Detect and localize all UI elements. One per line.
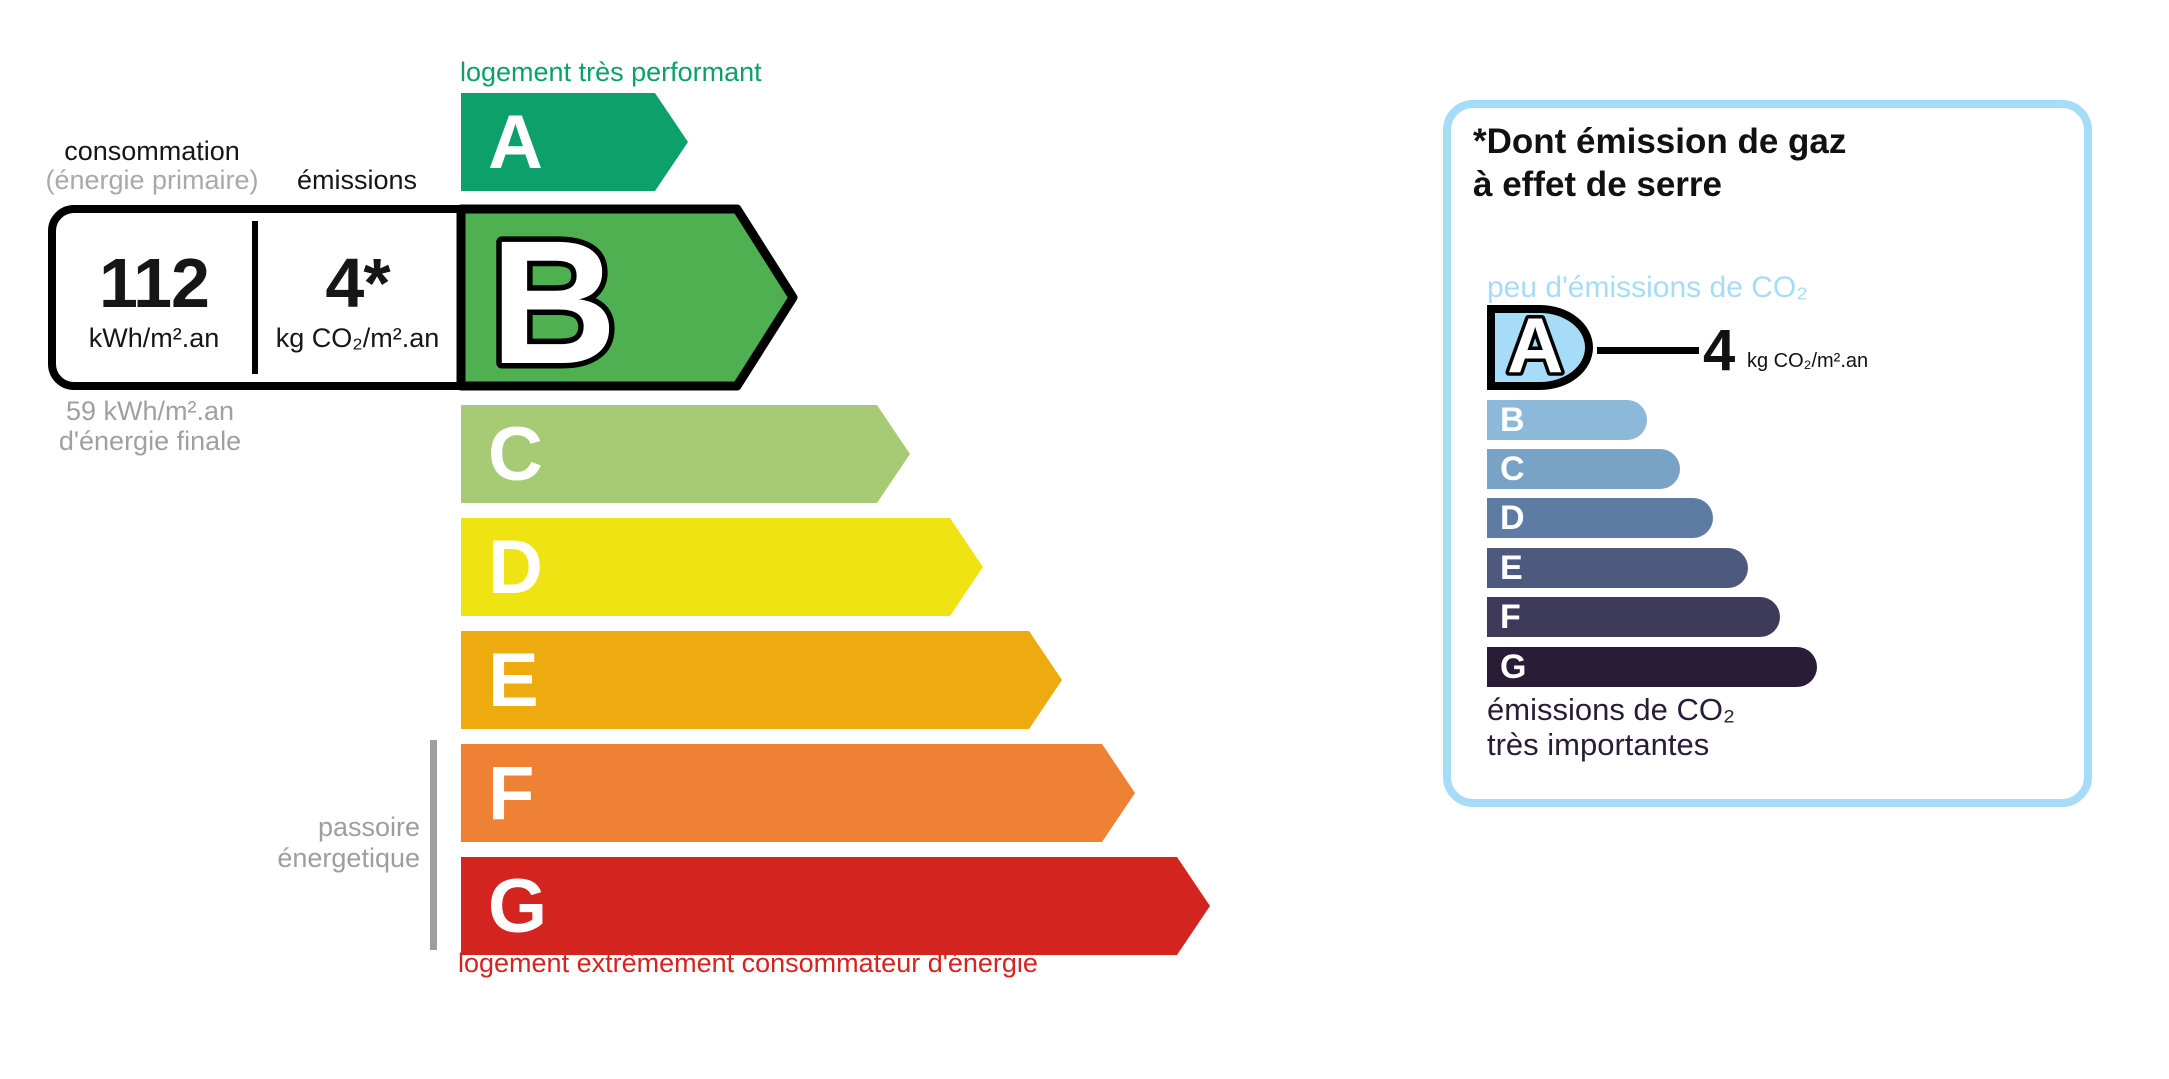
final-energy-note: 59 kWh/m².an d'énergie finale [44,396,256,456]
ges-value: 4 [1703,318,1736,383]
energy-class-letter-d: D [488,524,543,610]
ges-value-unit: kg CO₂/m².an [1747,350,1869,372]
energy-arrow-d: D [461,518,983,616]
energy-arrow-b-current: B [456,200,798,395]
energy-class-letter-e: E [488,637,539,723]
energy-class-letter-c: C [488,411,543,497]
score-box: 112 kWh/m².an 4* kg CO₂/m².an [48,205,465,390]
energy-arrow-f: F [461,744,1135,842]
consumption-column: 112 kWh/m².an [56,213,252,382]
energy-class-letter-g: G [488,863,548,949]
ges-high-emissions-label: émissions de CO₂ très importantes [1487,692,1735,762]
passoire-label-line1: passoire [317,812,420,842]
ges-panel-title: *Dont émission de gaz à effet de serre [1473,120,1846,206]
energy-arrow-a: A [461,93,688,191]
ges-current-class-badge: A [1487,305,1593,390]
energy-arrow-c: C [461,405,910,503]
emissions-unit: kg CO₂/m².an [275,322,440,353]
ges-bar-b: B [1487,400,1647,440]
consumption-unit: kWh/m².an [88,322,220,353]
final-energy-line1: 59 kWh/m².an [65,396,235,426]
ges-class-letter-c: C [1500,449,1525,488]
energy-class-letter-a: A [488,99,543,185]
ges-class-letter-d: D [1500,498,1525,537]
ges-bar-f: F [1487,597,1780,637]
ges-bar-g: G [1487,647,1817,687]
consumption-value: 112 [99,243,210,322]
ges-class-letter-a: A [1507,313,1563,382]
emissions-value: 4* [325,243,390,322]
ges-class-letter-g: G [1500,647,1527,686]
emissions-column: 4* kg CO₂/m².an [258,213,457,382]
ges-class-letter-f: F [1500,597,1521,636]
final-energy-line2: d'énergie finale [58,426,242,456]
energy-class-letter-b: B [490,205,617,395]
emissions-header: émissions [296,165,418,195]
top-performance-label: logement très performant [460,57,762,87]
ges-badge-letter-svg: A [1504,313,1567,382]
energy-arrow-e: E [461,631,1062,729]
ges-value-connector-line [1597,347,1699,354]
passoire-label-line2: énergetique [277,843,420,873]
ges-low-emissions-label: peu d'émissions de CO₂ [1487,271,1808,304]
consumption-header: consommation [64,136,240,166]
passoire-bracket-bar [430,740,437,950]
bottom-performance-label: logement extrêmement consommateur d'éner… [458,948,1038,978]
ges-title-line1: *Dont émission de gaz [1473,122,1847,161]
energy-class-letter-f: F [488,750,535,836]
score-box-divider [252,221,258,374]
ges-bar-e: E [1487,548,1748,588]
energy-arrow-g: G [461,857,1210,955]
consumption-subheader: (énergie primaire) [45,165,259,195]
ges-high-line1: émissions de CO₂ [1487,692,1736,727]
passoire-label: passoire énergetique [190,812,420,874]
ges-bar-c: C [1487,449,1680,489]
ges-class-letter-e: E [1500,548,1523,587]
ges-class-letter-b: B [1500,400,1525,439]
ges-bar-d: D [1487,498,1713,538]
ges-high-line2: très importantes [1487,727,1710,762]
ges-panel: *Dont émission de gaz à effet de serre p… [1443,100,2092,807]
ges-title-line2: à effet de serre [1473,165,1723,204]
energy-arrow-b-shape [456,204,798,391]
